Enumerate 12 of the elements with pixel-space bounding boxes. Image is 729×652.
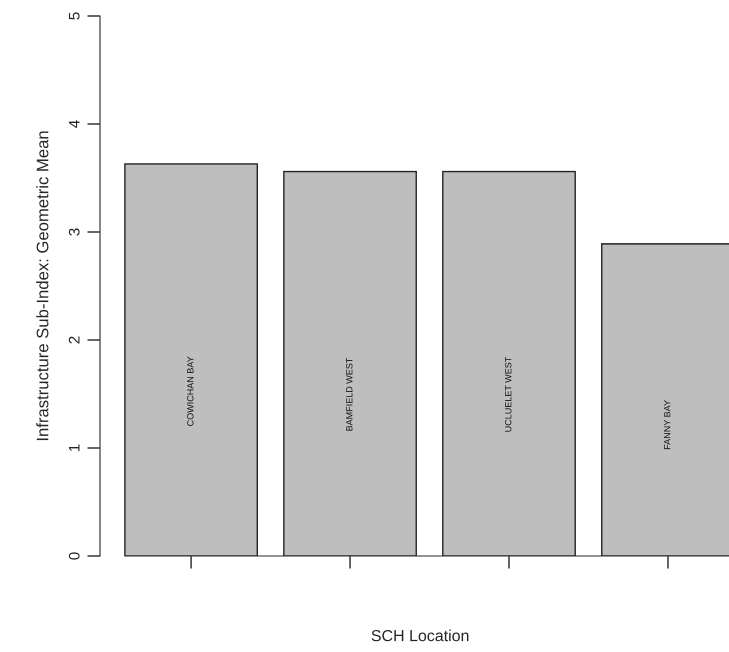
x-tick-label: FANNY BAY [664,400,670,450]
x-axis-title: SCH Location [372,630,468,642]
y-tick-label: 5 [68,12,80,20]
x-tick-label: COWICHAN BAY [187,356,194,426]
x-tick-label: UCLUELET WEST [505,356,512,432]
y-tick-label: 1 [68,444,80,452]
y-tick-label: 0 [68,552,80,560]
y-axis-title: Infrastructure Sub-Index: Geometric Mean [36,131,48,440]
y-tick-label: 4 [68,120,80,128]
y-tick-label: 2 [68,336,80,344]
y-tick-label: 3 [68,228,80,236]
x-tick-label: BAMFIELD WEST [346,358,352,431]
